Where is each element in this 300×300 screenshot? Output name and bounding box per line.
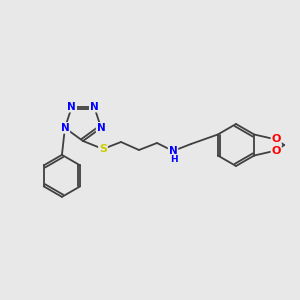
Text: S: S <box>99 144 107 154</box>
Text: N: N <box>169 146 177 156</box>
Text: O: O <box>272 134 281 145</box>
Text: O: O <box>272 146 281 155</box>
Text: N: N <box>68 102 76 112</box>
Text: N: N <box>90 102 98 112</box>
Text: N: N <box>61 123 69 133</box>
Text: N: N <box>97 123 105 133</box>
Text: H: H <box>170 155 178 164</box>
